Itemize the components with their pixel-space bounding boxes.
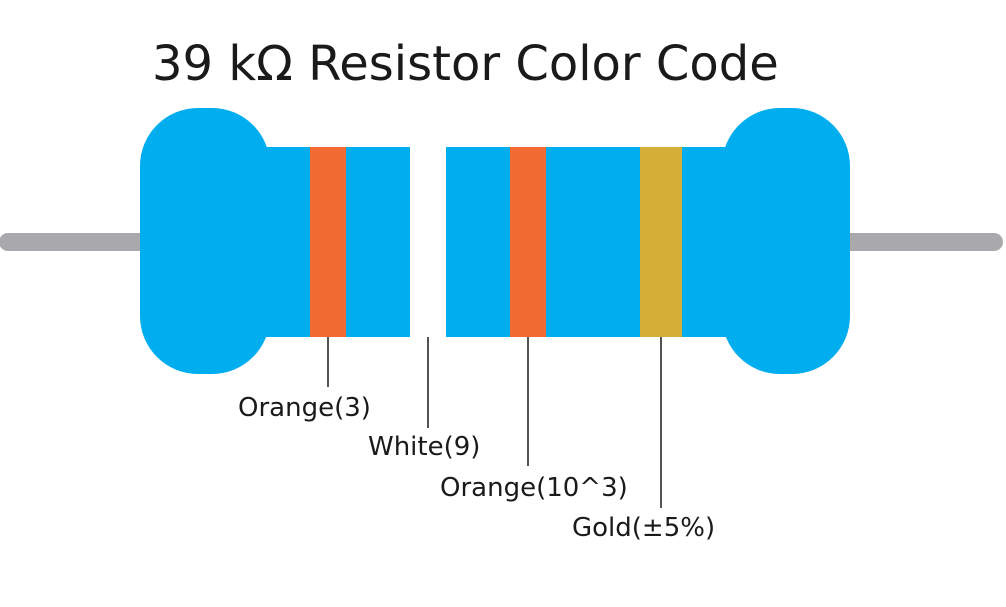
resistor-body <box>140 108 850 374</box>
right-end-cap <box>722 108 850 374</box>
band-1-orange <box>310 147 346 337</box>
band-1-label: Orange(3) <box>238 393 371 423</box>
band-2-label: White(9) <box>368 432 480 462</box>
band-4-gold <box>640 147 682 337</box>
band-3-orange <box>510 147 546 337</box>
left-end-cap <box>140 108 270 374</box>
page-title: 39 kΩ Resistor Color Code <box>152 36 779 92</box>
band-3-label: Orange(10^3) <box>440 473 628 503</box>
band-4-label: Gold(±5%) <box>572 513 715 543</box>
band-2-white <box>410 147 446 337</box>
